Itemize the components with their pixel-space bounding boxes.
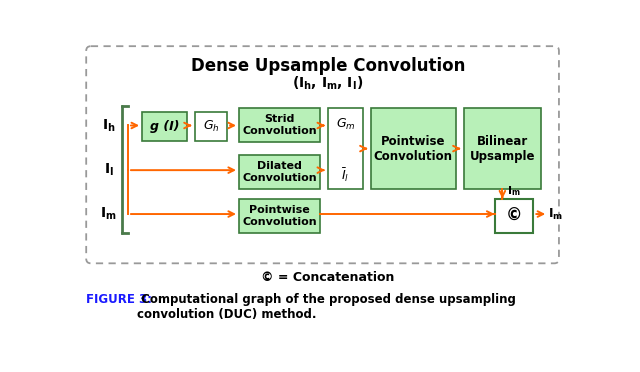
Text: Dense Upsample Convolution: Dense Upsample Convolution [191, 57, 465, 75]
Text: $\mathbf{I_l}$: $\mathbf{I_l}$ [104, 162, 114, 178]
Text: FIGURE 3:: FIGURE 3: [86, 293, 152, 305]
FancyBboxPatch shape [239, 199, 320, 233]
FancyBboxPatch shape [495, 199, 533, 233]
FancyBboxPatch shape [371, 108, 456, 189]
Text: ($\mathbf{I_h}$, $\mathbf{I_m}$, $\mathbf{I_l}$): ($\mathbf{I_h}$, $\mathbf{I_m}$, $\mathb… [292, 74, 364, 92]
Text: © = Concatenation: © = Concatenation [261, 271, 395, 284]
FancyBboxPatch shape [239, 108, 320, 142]
Text: $\mathbf{I_m}$: $\mathbf{I_m}$ [548, 206, 563, 222]
Text: $\bar{I}_l$: $\bar{I}_l$ [341, 167, 349, 185]
FancyBboxPatch shape [142, 112, 187, 141]
Text: $G_m$: $G_m$ [335, 117, 355, 132]
Text: $\mathbf{I_h}$: $\mathbf{I_h}$ [102, 117, 115, 134]
Text: Pointwise
Convolution: Pointwise Convolution [374, 135, 452, 163]
FancyBboxPatch shape [195, 112, 227, 141]
Text: $\mathbf{I_m}$: $\mathbf{I_m}$ [507, 184, 521, 198]
FancyBboxPatch shape [328, 108, 363, 189]
FancyBboxPatch shape [239, 155, 320, 189]
Text: g (I): g (I) [150, 120, 179, 133]
Text: Pointwise
Convolution: Pointwise Convolution [243, 205, 317, 227]
Text: $\mathbf{I_m}$: $\mathbf{I_m}$ [100, 206, 117, 222]
Text: Computational graph of the proposed dense upsampling
convolution (DUC) method.: Computational graph of the proposed dens… [138, 293, 516, 321]
Text: Bilinear
Upsample: Bilinear Upsample [470, 135, 535, 163]
Text: Strid
Convolution: Strid Convolution [243, 114, 317, 136]
Text: ©: © [506, 207, 522, 225]
FancyBboxPatch shape [463, 108, 541, 189]
Text: Dilated
Convolution: Dilated Convolution [243, 161, 317, 183]
Text: $G_h$: $G_h$ [203, 119, 220, 134]
